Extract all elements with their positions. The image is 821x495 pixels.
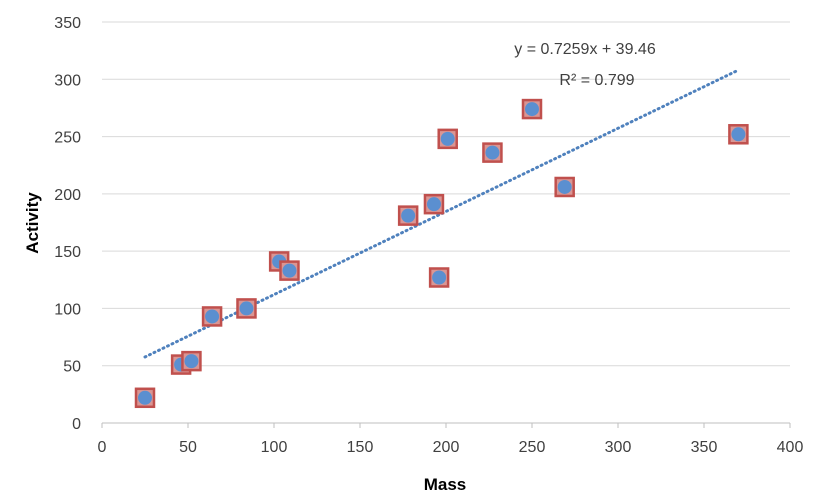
data-point-circle-marker-3 <box>205 309 220 324</box>
data-point-14 <box>728 124 749 145</box>
data-point-10 <box>437 128 458 150</box>
data-point-circle-marker-14 <box>731 127 746 142</box>
data-point-2 <box>181 350 202 372</box>
data-point-7 <box>397 205 419 226</box>
y-tick-label-300: 300 <box>54 72 81 89</box>
data-point-circle-marker-2 <box>184 354 199 369</box>
data-point-circle-marker-13 <box>557 179 572 194</box>
data-point-3 <box>201 306 223 327</box>
data-point-13 <box>554 176 575 198</box>
data-point-circle-marker-9 <box>432 270 447 285</box>
data-point-12 <box>521 98 543 120</box>
data-point-circle-marker-8 <box>426 197 441 212</box>
x-tick-label-400: 400 <box>777 439 804 456</box>
trendline-equation: y = 0.7259x + 39.46 <box>514 41 656 58</box>
data-point-circle-marker-0 <box>138 390 152 405</box>
data-point-11 <box>482 142 503 163</box>
axes <box>101 422 791 428</box>
data-point-circle-marker-10 <box>440 131 455 146</box>
x-tick-label-150: 150 <box>347 439 374 456</box>
data-point-8 <box>423 193 445 215</box>
tick-labels: 0 50 100 150 200 250 300 350 400 0 50 100 150 200 250 3… <box>54 15 803 456</box>
data-points <box>134 98 749 409</box>
data-point-circle-marker-11 <box>485 145 500 160</box>
y-tick-label-150: 150 <box>54 244 81 261</box>
data-point-6 <box>279 260 300 281</box>
x-tick-label-50: 50 <box>179 439 197 456</box>
data-point-circle-marker-6 <box>282 263 297 278</box>
y-tick-label-50: 50 <box>63 359 81 376</box>
x-tick-label-200: 200 <box>433 439 460 456</box>
y-tick-label-200: 200 <box>54 187 81 204</box>
trendline-r2: R² = 0.799 <box>559 72 634 89</box>
y-tick-label-0: 0 <box>72 416 81 433</box>
x-axis-title: Mass <box>424 475 467 494</box>
x-tick-label-350: 350 <box>691 439 718 456</box>
x-tick-label-0: 0 <box>98 439 107 456</box>
y-tick-label-250: 250 <box>54 130 81 147</box>
y-tick-label-100: 100 <box>54 301 81 318</box>
x-tick-label-100: 100 <box>261 439 288 456</box>
data-point-circle-marker-12 <box>525 102 539 117</box>
data-point-4 <box>236 298 257 319</box>
data-point-9 <box>428 267 450 288</box>
y-axis-title: Activity <box>23 192 42 254</box>
data-point-0 <box>134 387 156 409</box>
x-tick-label-250: 250 <box>519 439 546 456</box>
data-point-circle-marker-4 <box>239 301 254 316</box>
x-tick-label-300: 300 <box>605 439 632 456</box>
y-tick-label-350: 350 <box>54 15 81 32</box>
data-point-circle-marker-7 <box>401 208 416 223</box>
